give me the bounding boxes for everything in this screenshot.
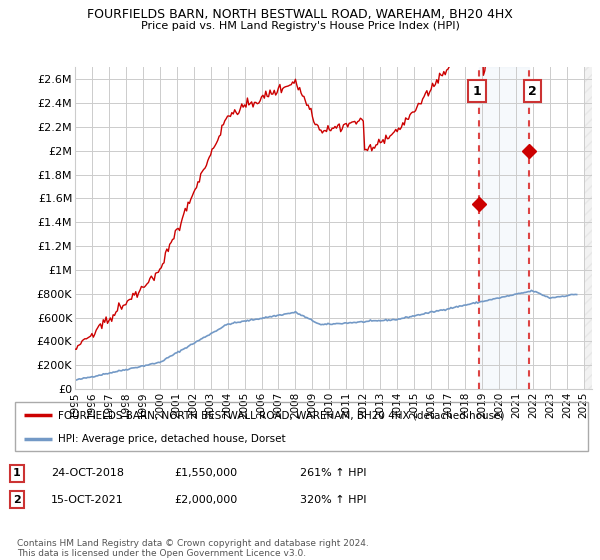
- Text: 1: 1: [13, 468, 20, 478]
- Text: FOURFIELDS BARN, NORTH BESTWALL ROAD, WAREHAM, BH20 4HX (detached house): FOURFIELDS BARN, NORTH BESTWALL ROAD, WA…: [58, 410, 505, 421]
- Bar: [479, 67, 529, 389]
- Text: 24-OCT-2018: 24-OCT-2018: [51, 468, 124, 478]
- Text: 2: 2: [13, 494, 20, 505]
- Text: FOURFIELDS BARN, NORTH BESTWALL ROAD, WAREHAM, BH20 4HX: FOURFIELDS BARN, NORTH BESTWALL ROAD, WA…: [87, 8, 513, 21]
- Bar: [584, 67, 600, 389]
- Text: 2: 2: [529, 85, 537, 97]
- Text: Price paid vs. HM Land Registry's House Price Index (HPI): Price paid vs. HM Land Registry's House …: [140, 21, 460, 31]
- Text: 261% ↑ HPI: 261% ↑ HPI: [300, 468, 367, 478]
- Text: 320% ↑ HPI: 320% ↑ HPI: [300, 494, 367, 505]
- Text: £1,550,000: £1,550,000: [174, 468, 237, 478]
- Text: 15-OCT-2021: 15-OCT-2021: [51, 494, 124, 505]
- Text: Contains HM Land Registry data © Crown copyright and database right 2024.
This d: Contains HM Land Registry data © Crown c…: [17, 539, 368, 558]
- Text: £2,000,000: £2,000,000: [174, 494, 237, 505]
- Text: HPI: Average price, detached house, Dorset: HPI: Average price, detached house, Dors…: [58, 434, 286, 444]
- Text: 1: 1: [473, 85, 481, 97]
